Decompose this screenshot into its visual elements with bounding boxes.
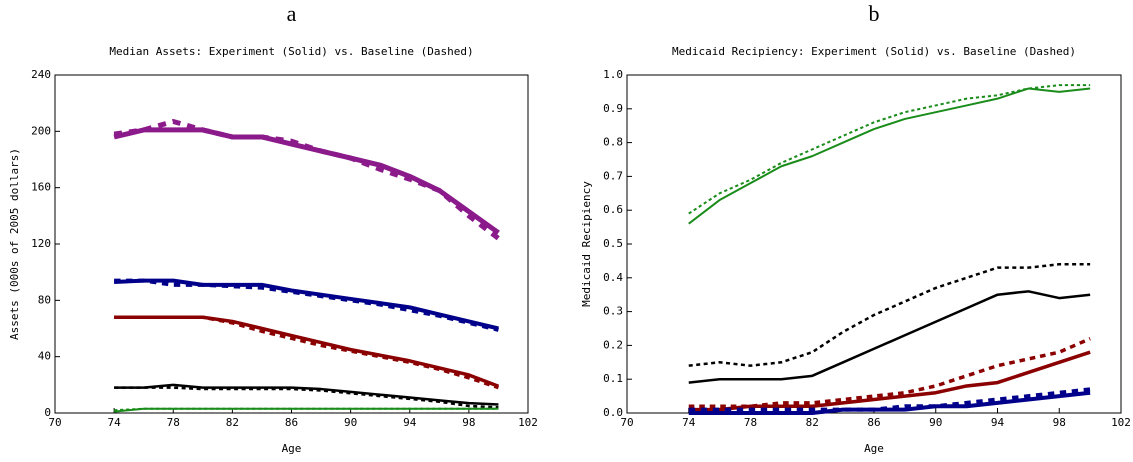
x-tick-label: 74 bbox=[108, 416, 122, 429]
x-axis-label: Age bbox=[282, 442, 302, 455]
panel-label: a bbox=[287, 1, 297, 26]
y-tick-label: 1.0 bbox=[603, 68, 623, 81]
x-tick-label: 78 bbox=[167, 416, 180, 429]
series-line bbox=[688, 263, 1091, 367]
series-line bbox=[688, 84, 1091, 215]
x-tick-label: 86 bbox=[867, 416, 880, 429]
series-line bbox=[114, 315, 500, 388]
plot-frame bbox=[54, 74, 529, 414]
panel-label: b bbox=[869, 1, 880, 26]
y-tick-label: 160 bbox=[31, 181, 51, 194]
y-tick-label: 0.2 bbox=[603, 338, 623, 351]
y-tick-label: 0.9 bbox=[603, 102, 623, 115]
y-tick-label: 240 bbox=[31, 68, 51, 81]
series-line bbox=[113, 118, 500, 241]
y-tick-label: 0.4 bbox=[603, 271, 623, 284]
y-tick-label: 0.8 bbox=[603, 136, 623, 149]
y-tick-label: 200 bbox=[31, 124, 51, 137]
series-line bbox=[688, 87, 1091, 225]
plot-frame bbox=[626, 74, 1122, 414]
y-tick-label: 0.7 bbox=[603, 169, 623, 182]
x-tick-label: 102 bbox=[1111, 416, 1131, 429]
y-tick-label: 0.1 bbox=[603, 372, 623, 385]
y-tick-label: 0.6 bbox=[603, 203, 623, 216]
chart-title: Median Assets: Experiment (Solid) vs. Ba… bbox=[109, 45, 473, 58]
x-tick-label: 74 bbox=[682, 416, 696, 429]
series-line bbox=[114, 278, 499, 332]
y-tick-label: 0.3 bbox=[603, 305, 623, 318]
x-tick-label: 102 bbox=[518, 416, 538, 429]
y-tick-label: 120 bbox=[31, 237, 51, 250]
x-tick-label: 90 bbox=[344, 416, 357, 429]
y-axis-label: Medicaid Recipiency bbox=[580, 181, 593, 307]
y-tick-label: 40 bbox=[38, 350, 51, 363]
y-tick-label: 0.0 bbox=[603, 406, 623, 419]
x-tick-label: 82 bbox=[226, 416, 239, 429]
x-tick-label: 90 bbox=[929, 416, 942, 429]
series-line bbox=[114, 278, 499, 331]
x-tick-label: 86 bbox=[285, 416, 298, 429]
x-tick-label: 70 bbox=[620, 416, 633, 429]
series-line bbox=[114, 386, 499, 409]
y-tick-label: 0 bbox=[44, 406, 51, 419]
series-line bbox=[688, 290, 1091, 384]
series-line bbox=[688, 337, 1091, 408]
chart-title: Medicaid Recipiency: Experiment (Solid) … bbox=[672, 45, 1076, 58]
y-axis-label: Assets (000s of 2005 dollars) bbox=[8, 148, 21, 340]
series-line bbox=[114, 407, 499, 412]
x-tick-label: 98 bbox=[462, 416, 475, 429]
y-tick-label: 0.5 bbox=[603, 237, 623, 250]
x-tick-label: 82 bbox=[806, 416, 819, 429]
y-tick-label: 80 bbox=[38, 293, 51, 306]
series-line bbox=[688, 390, 1091, 415]
x-tick-label: 94 bbox=[403, 416, 417, 429]
x-tick-label: 94 bbox=[991, 416, 1005, 429]
x-axis-label: Age bbox=[864, 442, 884, 455]
x-tick-label: 78 bbox=[744, 416, 757, 429]
series-line bbox=[114, 315, 499, 390]
x-tick-label: 98 bbox=[1053, 416, 1066, 429]
series-line bbox=[114, 383, 499, 406]
x-tick-label: 70 bbox=[48, 416, 61, 429]
